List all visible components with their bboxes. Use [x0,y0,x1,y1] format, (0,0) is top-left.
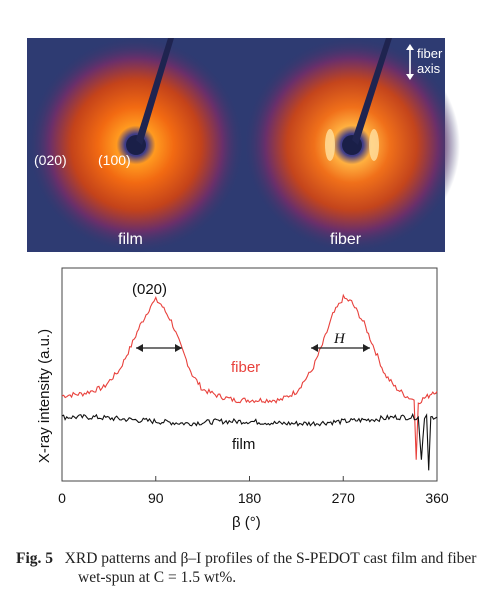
series-label-film: film [232,436,255,453]
annotation-h-label: H [333,331,346,347]
xrd-figure: (020) (100) film fiber fiber axis 0 90 180… [27,37,460,531]
x-tick-label: 0 [58,490,66,506]
fiber-axis-label-line1: fiber [417,46,443,61]
x-tick-label: 90 [148,490,164,506]
peak-100-label: (100) [98,152,131,168]
series-line-fiber [61,293,438,460]
x-tick-label: 270 [332,490,356,506]
fiber-pattern [244,37,460,253]
fiber-label: fiber [330,231,362,248]
intensity-profile-chart: 0 90 180 270 360 (020) H fiber film β (°) X-… [36,267,449,531]
series-line-film [61,412,438,471]
x-tick-label: 180 [238,490,262,506]
fiber-axis-label-line2: axis [417,61,441,76]
x-axis-label: β (°) [232,514,261,531]
annotation-peak-label: (020) [132,281,167,298]
film-pattern [28,37,244,253]
peak-020-label: (020) [34,152,67,168]
h-width-arrow-left [136,344,182,352]
fiber-axis-marker: fiber axis [406,44,443,80]
figure-number: Fig. 5 [16,550,54,567]
figure-caption: Fig. 5 XRD patterns and β–I profiles of … [16,549,486,587]
y-axis-label: X-ray intensity (a.u.) [36,329,53,463]
x-tick-label: 360 [425,490,449,506]
series-label-fiber: fiber [231,359,260,376]
h-width-arrow-right [311,344,370,352]
film-label: film [118,231,143,248]
caption-text: XRD patterns and β–I profiles of the S-P… [64,550,477,586]
